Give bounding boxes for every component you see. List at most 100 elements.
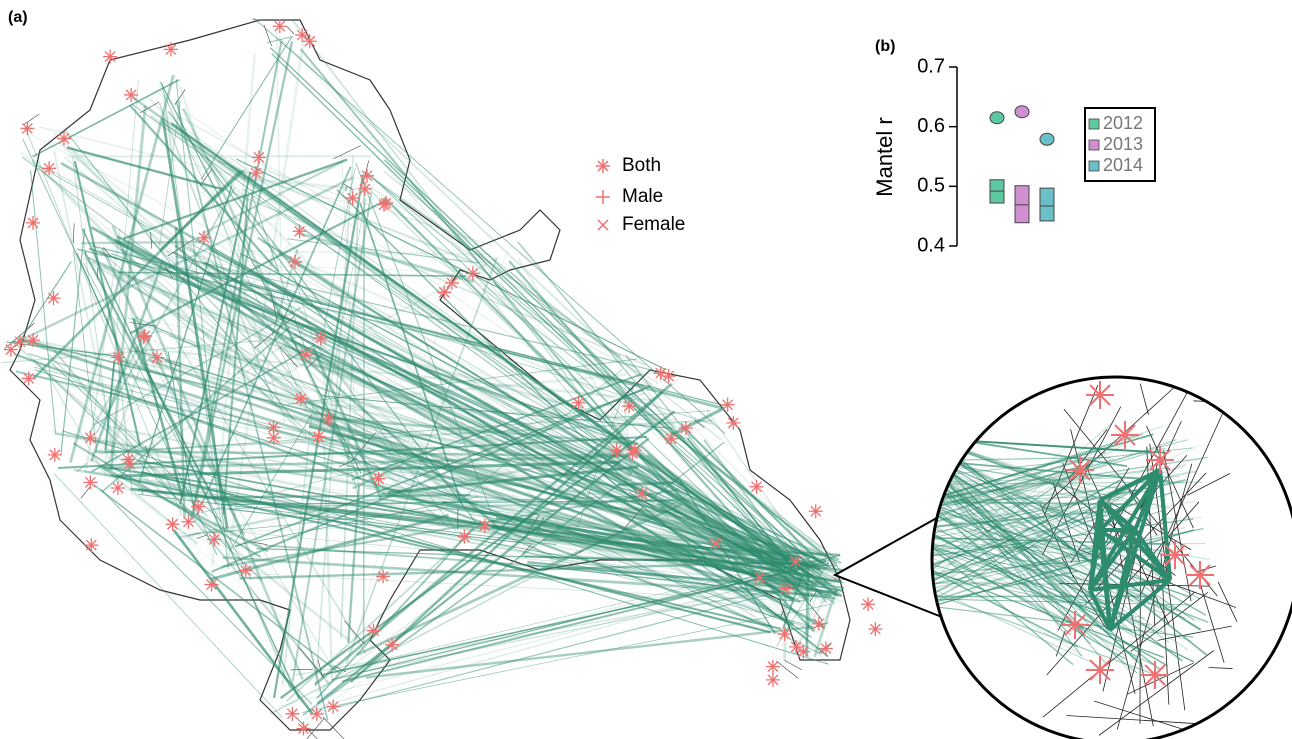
node-marker bbox=[622, 399, 636, 413]
y-tick-label: 0.6 bbox=[917, 115, 945, 137]
node-marker bbox=[789, 640, 803, 654]
node-marker bbox=[314, 331, 328, 345]
node-marker bbox=[312, 430, 326, 444]
node-marker bbox=[181, 515, 195, 529]
node-marker bbox=[437, 285, 451, 299]
panel-label: (b) bbox=[875, 38, 895, 55]
node-marker bbox=[366, 624, 380, 638]
node-marker bbox=[252, 150, 266, 164]
network-edge bbox=[329, 586, 800, 709]
node-marker bbox=[809, 504, 823, 518]
y-tick-label: 0.5 bbox=[917, 175, 945, 197]
box bbox=[1040, 188, 1054, 221]
point bbox=[1040, 133, 1054, 145]
node-marker bbox=[662, 369, 676, 383]
node-marker bbox=[1141, 661, 1169, 689]
node-marker bbox=[111, 481, 125, 495]
node-marker bbox=[197, 231, 211, 245]
node-marker bbox=[296, 722, 310, 736]
legend-label: 2013 bbox=[1103, 134, 1143, 154]
node-marker bbox=[372, 472, 386, 486]
node-marker bbox=[1146, 446, 1174, 474]
chart: 0.40.50.60.7201220132014 bbox=[917, 55, 1155, 256]
node-marker bbox=[812, 617, 826, 631]
node-marker bbox=[57, 132, 71, 146]
cell-border bbox=[784, 660, 802, 670]
network-edge bbox=[785, 566, 786, 661]
network-edge bbox=[55, 172, 811, 597]
legend-label: 2012 bbox=[1103, 113, 1143, 133]
network-edge bbox=[54, 474, 282, 718]
node-marker bbox=[778, 627, 792, 641]
point bbox=[990, 112, 1004, 124]
node-marker bbox=[789, 554, 803, 568]
node-marker bbox=[150, 351, 164, 365]
y-tick-label: 0.7 bbox=[917, 55, 945, 77]
node-marker bbox=[22, 371, 36, 385]
node-marker bbox=[47, 291, 61, 305]
node-marker bbox=[295, 28, 309, 42]
node-marker bbox=[571, 396, 585, 410]
node-marker bbox=[779, 582, 793, 596]
node-marker bbox=[861, 597, 875, 611]
node-marker bbox=[379, 196, 393, 210]
map-outline bbox=[10, 20, 850, 730]
node-marker bbox=[293, 224, 307, 238]
node-marker bbox=[466, 266, 480, 280]
node-marker bbox=[750, 480, 764, 494]
point bbox=[1015, 106, 1029, 118]
legend-label: Male bbox=[622, 186, 663, 207]
node-marker bbox=[4, 343, 18, 357]
node-marker bbox=[1111, 421, 1139, 449]
network-edge bbox=[366, 627, 813, 678]
node-marker bbox=[111, 350, 125, 364]
node-marker bbox=[664, 432, 678, 446]
legend-symbols bbox=[596, 159, 610, 230]
node-marker bbox=[205, 578, 219, 592]
node-marker bbox=[123, 456, 137, 470]
node-marker bbox=[294, 392, 308, 406]
node-marker bbox=[288, 255, 302, 269]
figure: (a) Both Male Female (b) Mantel r 0.40.5… bbox=[0, 0, 1292, 739]
node-marker bbox=[360, 169, 374, 183]
y-tick-label: 0.4 bbox=[917, 234, 945, 256]
node-marker bbox=[709, 536, 723, 550]
node-marker bbox=[358, 182, 372, 196]
cell-border bbox=[776, 661, 798, 678]
node-marker bbox=[273, 19, 287, 33]
cell-border bbox=[287, 26, 294, 34]
node-marker bbox=[20, 121, 34, 135]
inset bbox=[835, 377, 1292, 739]
node-marker bbox=[303, 34, 317, 48]
legend-swatch bbox=[1089, 119, 1099, 129]
node-marker bbox=[819, 642, 833, 656]
node-marker bbox=[385, 638, 399, 652]
node-marker bbox=[13, 335, 27, 349]
node-marker bbox=[1061, 611, 1089, 639]
network-edge bbox=[33, 80, 180, 157]
legend-label: Female bbox=[622, 214, 685, 235]
node-marker bbox=[726, 416, 740, 430]
node-marker bbox=[83, 475, 97, 489]
node-marker bbox=[26, 333, 40, 347]
panel-label: (a) bbox=[8, 9, 28, 26]
node-marker bbox=[310, 707, 324, 721]
node-marker bbox=[445, 276, 459, 290]
node-marker bbox=[376, 569, 390, 583]
node-marker bbox=[679, 421, 693, 435]
node-marker bbox=[266, 420, 280, 434]
node-marker bbox=[766, 660, 780, 674]
node-marker bbox=[457, 530, 471, 544]
node-marker bbox=[285, 707, 299, 721]
node-marker bbox=[249, 166, 263, 180]
node-marker bbox=[166, 517, 180, 531]
legend-swatch bbox=[1089, 140, 1099, 150]
node-marker bbox=[766, 673, 780, 687]
node-marker bbox=[48, 448, 62, 462]
node-marker bbox=[1161, 541, 1189, 569]
node-marker bbox=[610, 443, 624, 457]
node-marker bbox=[322, 412, 336, 426]
node-marker bbox=[164, 42, 178, 56]
node-marker bbox=[191, 500, 205, 514]
node-marker bbox=[137, 330, 151, 344]
